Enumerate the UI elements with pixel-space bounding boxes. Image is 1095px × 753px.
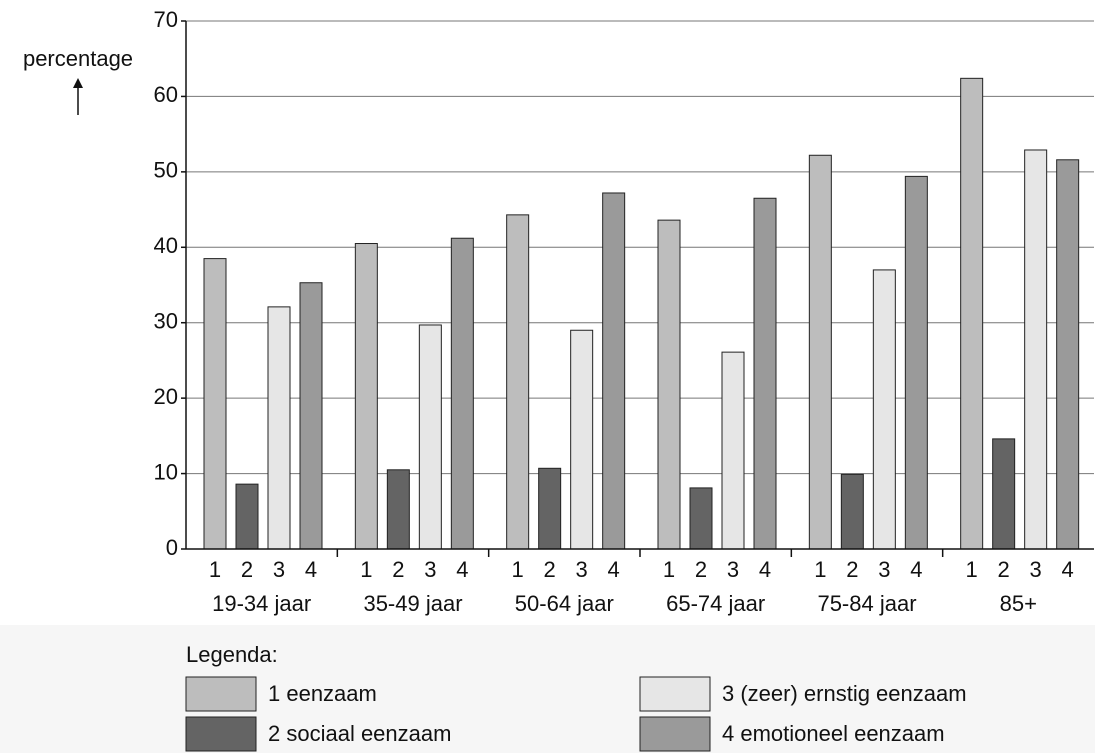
legend-label: 4 emotioneel eenzaam bbox=[722, 721, 945, 746]
bar bbox=[960, 77, 984, 550]
y-axis-label: percentage bbox=[23, 46, 133, 71]
bar bbox=[418, 324, 442, 550]
bar-number-label: 4 bbox=[608, 557, 620, 582]
bar-number-label: 4 bbox=[759, 557, 771, 582]
bar-number-label: 1 bbox=[209, 557, 221, 582]
bar-number-label: 3 bbox=[424, 557, 436, 582]
x-tick-label: 50-64 jaar bbox=[515, 591, 614, 616]
bar-number-label: 4 bbox=[456, 557, 468, 582]
bar-number-label: 2 bbox=[695, 557, 707, 582]
legend-swatch bbox=[185, 676, 257, 712]
bar-number-label: 2 bbox=[544, 557, 556, 582]
bar bbox=[538, 467, 562, 550]
bar bbox=[570, 329, 594, 550]
bar bbox=[904, 175, 928, 550]
x-tick-label: 19-34 jaar bbox=[212, 591, 311, 616]
y-tick-label: 60 bbox=[154, 82, 178, 107]
bar bbox=[235, 483, 259, 550]
y-tick-label: 50 bbox=[154, 158, 178, 183]
y-tick-label: 70 bbox=[154, 7, 178, 32]
bar-number-label: 4 bbox=[305, 557, 317, 582]
bar-number-label: 3 bbox=[878, 557, 890, 582]
bar-number-label: 2 bbox=[998, 557, 1010, 582]
x-tick-label: 35-49 jaar bbox=[363, 591, 462, 616]
bar-number-label: 1 bbox=[360, 557, 372, 582]
legend-label: 2 sociaal eenzaam bbox=[268, 721, 451, 746]
bar bbox=[1056, 159, 1080, 550]
bar bbox=[808, 154, 832, 550]
legend-background bbox=[0, 625, 1095, 753]
bar-number-label: 1 bbox=[966, 557, 978, 582]
y-tick-label: 30 bbox=[154, 309, 178, 334]
bar-number-label: 4 bbox=[1062, 557, 1074, 582]
legend-swatch bbox=[639, 676, 711, 712]
y-tick-label: 40 bbox=[154, 233, 178, 258]
x-tick-label: 65-74 jaar bbox=[666, 591, 765, 616]
bar-number-label: 4 bbox=[910, 557, 922, 582]
bar bbox=[657, 219, 681, 550]
bar bbox=[992, 438, 1016, 550]
bar bbox=[1024, 149, 1048, 550]
x-tick-label: 75-84 jaar bbox=[817, 591, 916, 616]
legend-title: Legenda: bbox=[186, 642, 278, 667]
y-tick-label: 0 bbox=[166, 535, 178, 560]
bar-number-label: 3 bbox=[576, 557, 588, 582]
bar bbox=[689, 487, 713, 550]
legend-label: 3 (zeer) ernstig eenzaam bbox=[722, 681, 967, 706]
bar bbox=[203, 258, 227, 550]
bar-number-label: 2 bbox=[392, 557, 404, 582]
bar bbox=[872, 269, 896, 550]
bar bbox=[386, 469, 410, 550]
bar bbox=[506, 214, 530, 550]
bar-number-label: 3 bbox=[1030, 557, 1042, 582]
legend-swatch bbox=[639, 716, 711, 752]
bar-number-label: 3 bbox=[727, 557, 739, 582]
bar bbox=[602, 192, 626, 550]
x-tick-label: 85+ bbox=[1000, 591, 1037, 616]
bar-number-label: 1 bbox=[512, 557, 524, 582]
bar bbox=[450, 237, 474, 550]
bar-number-label: 1 bbox=[814, 557, 826, 582]
y-axis-arrowhead bbox=[73, 78, 83, 88]
bar-number-label: 2 bbox=[846, 557, 858, 582]
bar-number-label: 2 bbox=[241, 557, 253, 582]
bar bbox=[840, 473, 864, 550]
y-tick-label: 20 bbox=[154, 384, 178, 409]
legend-swatch bbox=[185, 716, 257, 752]
bar bbox=[267, 306, 291, 550]
bar bbox=[721, 351, 745, 550]
legend-label: 1 eenzaam bbox=[268, 681, 377, 706]
bar bbox=[753, 197, 777, 550]
bar-number-label: 1 bbox=[663, 557, 675, 582]
bar bbox=[354, 243, 378, 550]
bar-number-label: 3 bbox=[273, 557, 285, 582]
bar bbox=[299, 282, 323, 550]
y-tick-label: 10 bbox=[154, 459, 178, 484]
